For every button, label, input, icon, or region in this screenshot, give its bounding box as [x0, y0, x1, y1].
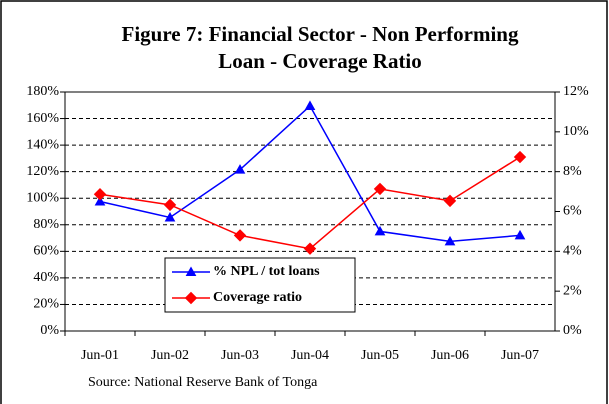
y-tick-label: 80%: [33, 217, 59, 232]
y2-tick-label: 2%: [563, 283, 582, 298]
data-point: [164, 211, 176, 222]
x-tick-label: Jun-01: [81, 348, 119, 363]
y-tick-label: 0%: [40, 323, 59, 338]
data-point: [233, 229, 247, 242]
data-point: [163, 198, 177, 212]
data-point: [94, 196, 106, 206]
data-point: [444, 235, 456, 246]
legend-marker: [185, 266, 197, 276]
y2-tick-label: 0%: [563, 323, 582, 338]
x-tick-label: Jun-05: [361, 348, 399, 363]
y-tick-label: 160%: [26, 111, 59, 126]
data-point: [93, 188, 107, 201]
series-line: [99, 104, 521, 243]
chart-title: Figure 7: Financial Sector - Non Perform…: [122, 22, 519, 46]
y-tick-label: 120%: [26, 164, 59, 179]
data-point: [303, 242, 317, 255]
data-point: [234, 164, 246, 174]
legend: [164, 257, 356, 313]
x-tick-label: Jun-02: [151, 348, 189, 363]
source: Source: National Reserve Bank of Tonga: [88, 375, 318, 390]
y2-tick-label: 10%: [563, 124, 589, 139]
y2-tick-label: 6%: [563, 204, 582, 219]
legend-label: % NPL / tot loans: [213, 264, 320, 279]
y-tick-label: 140%: [26, 137, 59, 152]
data-point: [304, 100, 316, 110]
x-tick-label: Jun-04: [291, 348, 329, 363]
data-point: [373, 182, 387, 196]
x-tick-label: Jun-07: [501, 348, 539, 363]
x-tick-label: Jun-06: [431, 348, 469, 363]
y-tick-label: 180%: [26, 84, 59, 99]
plot-area: [64, 91, 556, 332]
chart-title: Loan - Coverage Ratio: [218, 49, 422, 73]
y2-tick-label: 12%: [563, 84, 589, 99]
y-tick-label: 40%: [33, 270, 59, 285]
legend-marker: [184, 291, 198, 305]
data-point: [374, 225, 386, 236]
data-point: [514, 229, 526, 240]
y2-tick-label: 4%: [563, 244, 582, 259]
series-line: [99, 156, 521, 250]
y2-tick-label: 8%: [563, 164, 582, 179]
legend-label: Coverage ratio: [213, 290, 302, 305]
data-point: [513, 150, 527, 164]
y-tick-label: 20%: [33, 297, 59, 312]
x-tick-label: Jun-03: [221, 348, 259, 363]
data-point: [443, 194, 457, 208]
y-tick-label: 60%: [33, 244, 59, 259]
y-tick-label: 100%: [26, 190, 59, 205]
